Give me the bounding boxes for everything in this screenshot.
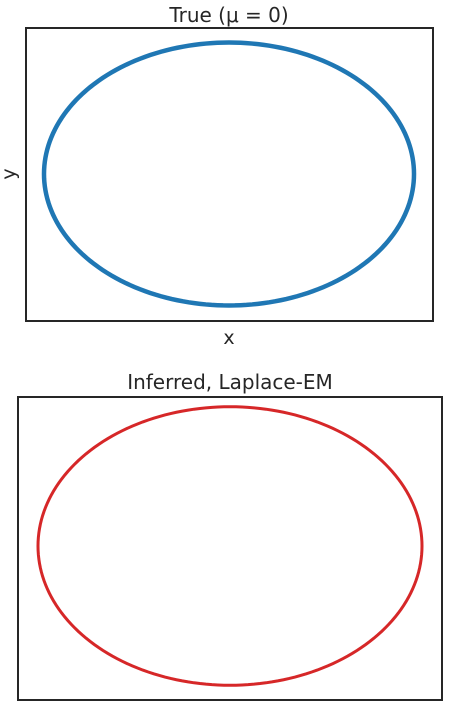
panel-1-xlabel: x [223,327,234,349]
panel-1-frame [25,27,434,322]
inferred-ellipse-line [36,405,424,687]
panel-true: True (μ = 0) x y [0,3,434,349]
panel-1-title: True (μ = 0) [168,3,288,27]
panel-inferred: Inferred, Laplace-EM [17,370,443,701]
panel-2-title: Inferred, Laplace-EM [127,370,333,394]
panel-2-frame [17,396,443,701]
true-ellipse-line [41,40,417,308]
panel-1-ylabel: y [0,168,20,179]
